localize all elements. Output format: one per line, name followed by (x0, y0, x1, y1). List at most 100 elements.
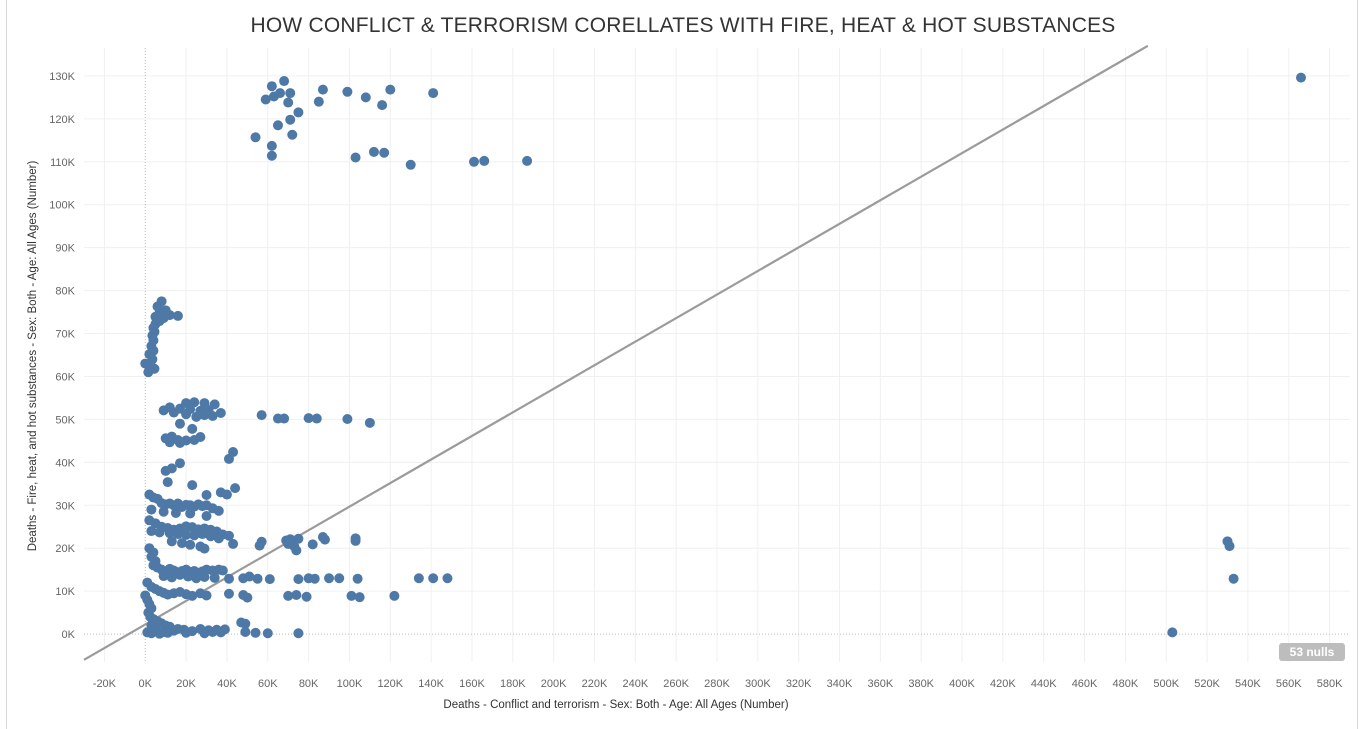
data-point[interactable] (293, 574, 304, 585)
data-point[interactable] (252, 573, 263, 584)
data-point[interactable] (279, 413, 290, 424)
data-point[interactable] (174, 418, 185, 429)
data-point[interactable] (262, 628, 273, 639)
data-point[interactable] (185, 539, 196, 550)
data-point[interactable] (158, 571, 169, 582)
data-point[interactable] (183, 571, 194, 582)
data-point[interactable] (187, 480, 198, 491)
data-point[interactable] (158, 506, 169, 517)
data-point[interactable] (260, 94, 271, 105)
data-point[interactable] (240, 618, 251, 629)
data-point[interactable] (164, 528, 175, 539)
data-point[interactable] (283, 97, 294, 108)
data-point[interactable] (199, 543, 210, 554)
data-point[interactable] (313, 96, 324, 107)
data-point[interactable] (191, 573, 202, 584)
data-point[interactable] (1224, 541, 1235, 552)
data-point[interactable] (209, 572, 220, 583)
data-point[interactable] (244, 571, 255, 582)
data-points[interactable] (140, 72, 1306, 639)
data-point[interactable] (293, 533, 304, 544)
data-point[interactable] (199, 628, 210, 639)
data-point[interactable] (256, 410, 267, 421)
data-point[interactable] (181, 627, 192, 638)
data-point[interactable] (201, 590, 212, 601)
data-point[interactable] (181, 409, 192, 420)
data-point[interactable] (293, 107, 304, 118)
data-point[interactable] (207, 626, 218, 637)
data-point[interactable] (291, 590, 302, 601)
data-point[interactable] (201, 511, 212, 522)
data-point[interactable] (428, 88, 439, 99)
data-point[interactable] (195, 432, 206, 443)
data-point[interactable] (172, 310, 183, 321)
data-point[interactable] (217, 565, 228, 576)
data-point[interactable] (413, 573, 424, 584)
data-point[interactable] (197, 529, 208, 540)
data-point[interactable] (187, 590, 198, 601)
data-point[interactable] (213, 505, 224, 516)
data-point[interactable] (162, 627, 173, 638)
data-point[interactable] (199, 571, 210, 582)
data-point[interactable] (164, 437, 175, 448)
data-point[interactable] (522, 155, 533, 166)
data-point[interactable] (223, 588, 234, 599)
data-point[interactable] (285, 88, 296, 99)
data-point[interactable] (319, 534, 330, 545)
data-point[interactable] (428, 573, 439, 584)
data-point[interactable] (172, 529, 183, 540)
data-point[interactable] (342, 86, 353, 97)
data-point[interactable] (187, 423, 198, 434)
data-point[interactable] (360, 92, 371, 103)
data-point[interactable] (199, 410, 210, 421)
data-point[interactable] (162, 477, 173, 488)
data-point[interactable] (377, 100, 388, 111)
data-point[interactable] (158, 405, 169, 416)
data-point[interactable] (154, 527, 165, 538)
data-point[interactable] (364, 417, 375, 428)
data-point[interactable] (307, 539, 318, 550)
data-point[interactable] (240, 626, 251, 637)
data-point[interactable] (185, 508, 196, 519)
data-point[interactable] (174, 569, 185, 580)
data-point[interactable] (354, 592, 365, 603)
data-point[interactable] (266, 150, 277, 161)
data-point[interactable] (174, 438, 185, 449)
data-point[interactable] (264, 574, 275, 585)
data-point[interactable] (207, 410, 218, 421)
data-point[interactable] (285, 114, 296, 125)
data-point[interactable] (379, 147, 390, 158)
data-point[interactable] (250, 132, 261, 143)
data-point[interactable] (201, 489, 212, 500)
data-point[interactable] (352, 573, 363, 584)
data-point[interactable] (1167, 627, 1178, 638)
data-point[interactable] (309, 573, 320, 584)
data-point[interactable] (168, 407, 179, 418)
data-point[interactable] (189, 530, 200, 541)
data-point[interactable] (223, 453, 234, 464)
data-point[interactable] (143, 367, 154, 378)
data-point[interactable] (405, 159, 416, 170)
data-point[interactable] (442, 573, 453, 584)
data-point[interactable] (181, 529, 192, 540)
data-point[interactable] (215, 627, 226, 638)
data-point[interactable] (346, 590, 357, 601)
data-point[interactable] (272, 120, 283, 131)
data-point[interactable] (191, 411, 202, 422)
data-point[interactable] (160, 465, 171, 476)
data-point[interactable] (334, 573, 345, 584)
data-point[interactable] (317, 84, 328, 95)
data-point[interactable] (350, 535, 361, 546)
data-point[interactable] (368, 146, 379, 157)
data-point[interactable] (174, 458, 185, 469)
data-point[interactable] (385, 84, 396, 95)
data-point[interactable] (268, 91, 279, 102)
data-point[interactable] (230, 483, 241, 494)
data-point[interactable] (146, 526, 157, 537)
data-point[interactable] (350, 152, 361, 163)
data-point[interactable] (301, 591, 312, 602)
data-point[interactable] (166, 536, 177, 547)
data-point[interactable] (293, 628, 304, 639)
data-point[interactable] (146, 504, 157, 515)
